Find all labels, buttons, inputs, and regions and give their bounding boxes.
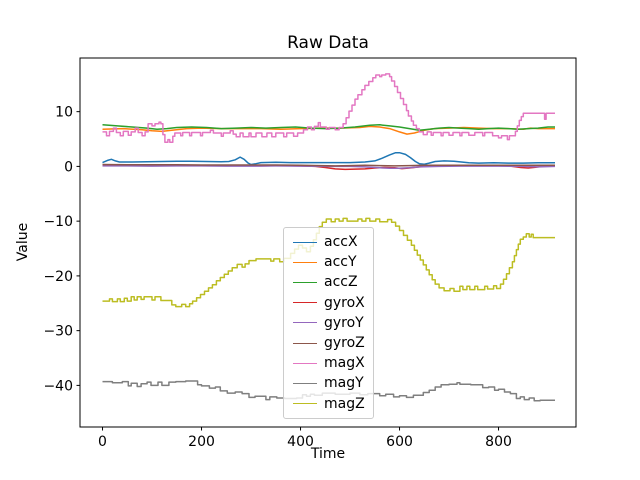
legend-line-sample-accX xyxy=(293,241,317,243)
legend-label-accZ: accZ xyxy=(324,274,358,291)
series-line-gyroY xyxy=(102,165,556,170)
legend-item-accY: accY xyxy=(284,252,373,272)
legend-line-sample-gyroX xyxy=(293,302,317,304)
legend-label-magX: magX xyxy=(324,355,365,372)
legend-label-gyroX: gyroX xyxy=(324,294,365,311)
legend-line-sample-accZ xyxy=(293,281,317,283)
x-tick-label: 200 xyxy=(188,434,215,450)
legend-item-magX: magX xyxy=(284,353,373,373)
x-tick-label: 600 xyxy=(386,434,413,450)
legend-line-sample-magY xyxy=(293,382,317,384)
legend-label-accY: accY xyxy=(324,254,357,271)
x-axis-label: Time xyxy=(310,446,346,462)
x-tick-label: 400 xyxy=(287,434,314,450)
legend: accX accY accZ gyroX gyroY gyroZ magX magY magZ xyxy=(283,227,374,419)
y-tick-label: −20 xyxy=(43,269,73,285)
series-line-accZ xyxy=(102,124,555,132)
x-tick-label: 0 xyxy=(98,434,107,450)
y-tick-label: −10 xyxy=(43,214,73,230)
legend-line-sample-magX xyxy=(293,362,317,364)
legend-line-sample-accY xyxy=(293,261,317,263)
series-line-gyroZ xyxy=(102,163,555,167)
legend-item-magZ: magZ xyxy=(284,394,373,414)
legend-item-magY: magY xyxy=(284,373,373,393)
y-tick-label: −30 xyxy=(43,324,73,340)
legend-item-accX: accX xyxy=(284,232,373,252)
legend-label-gyroY: gyroY xyxy=(324,314,364,331)
legend-item-accZ: accZ xyxy=(284,272,373,292)
axes-frame xyxy=(79,57,577,428)
legend-label-magZ: magZ xyxy=(324,395,365,412)
y-axis-label: Value xyxy=(15,222,31,262)
y-tick-label: 10 xyxy=(55,105,73,121)
legend-item-gyroZ: gyroZ xyxy=(284,333,373,353)
legend-line-sample-magZ xyxy=(293,403,317,405)
series-line-accX xyxy=(102,151,555,166)
series-line-magX xyxy=(102,73,555,144)
x-tick-label: 800 xyxy=(485,434,512,450)
chart-title: Raw Data xyxy=(287,33,369,53)
legend-line-sample-gyroZ xyxy=(293,342,317,344)
legend-item-gyroX: gyroX xyxy=(284,293,373,313)
legend-label-accX: accX xyxy=(324,234,358,251)
legend-item-gyroY: gyroY xyxy=(284,313,373,333)
legend-line-sample-gyroY xyxy=(293,322,317,324)
series-line-magZ xyxy=(102,217,555,308)
legend-label-magY: magY xyxy=(324,375,364,392)
y-tick-label: −40 xyxy=(43,378,73,394)
y-tick-label: 0 xyxy=(64,159,73,175)
legend-label-gyroZ: gyroZ xyxy=(324,335,365,352)
